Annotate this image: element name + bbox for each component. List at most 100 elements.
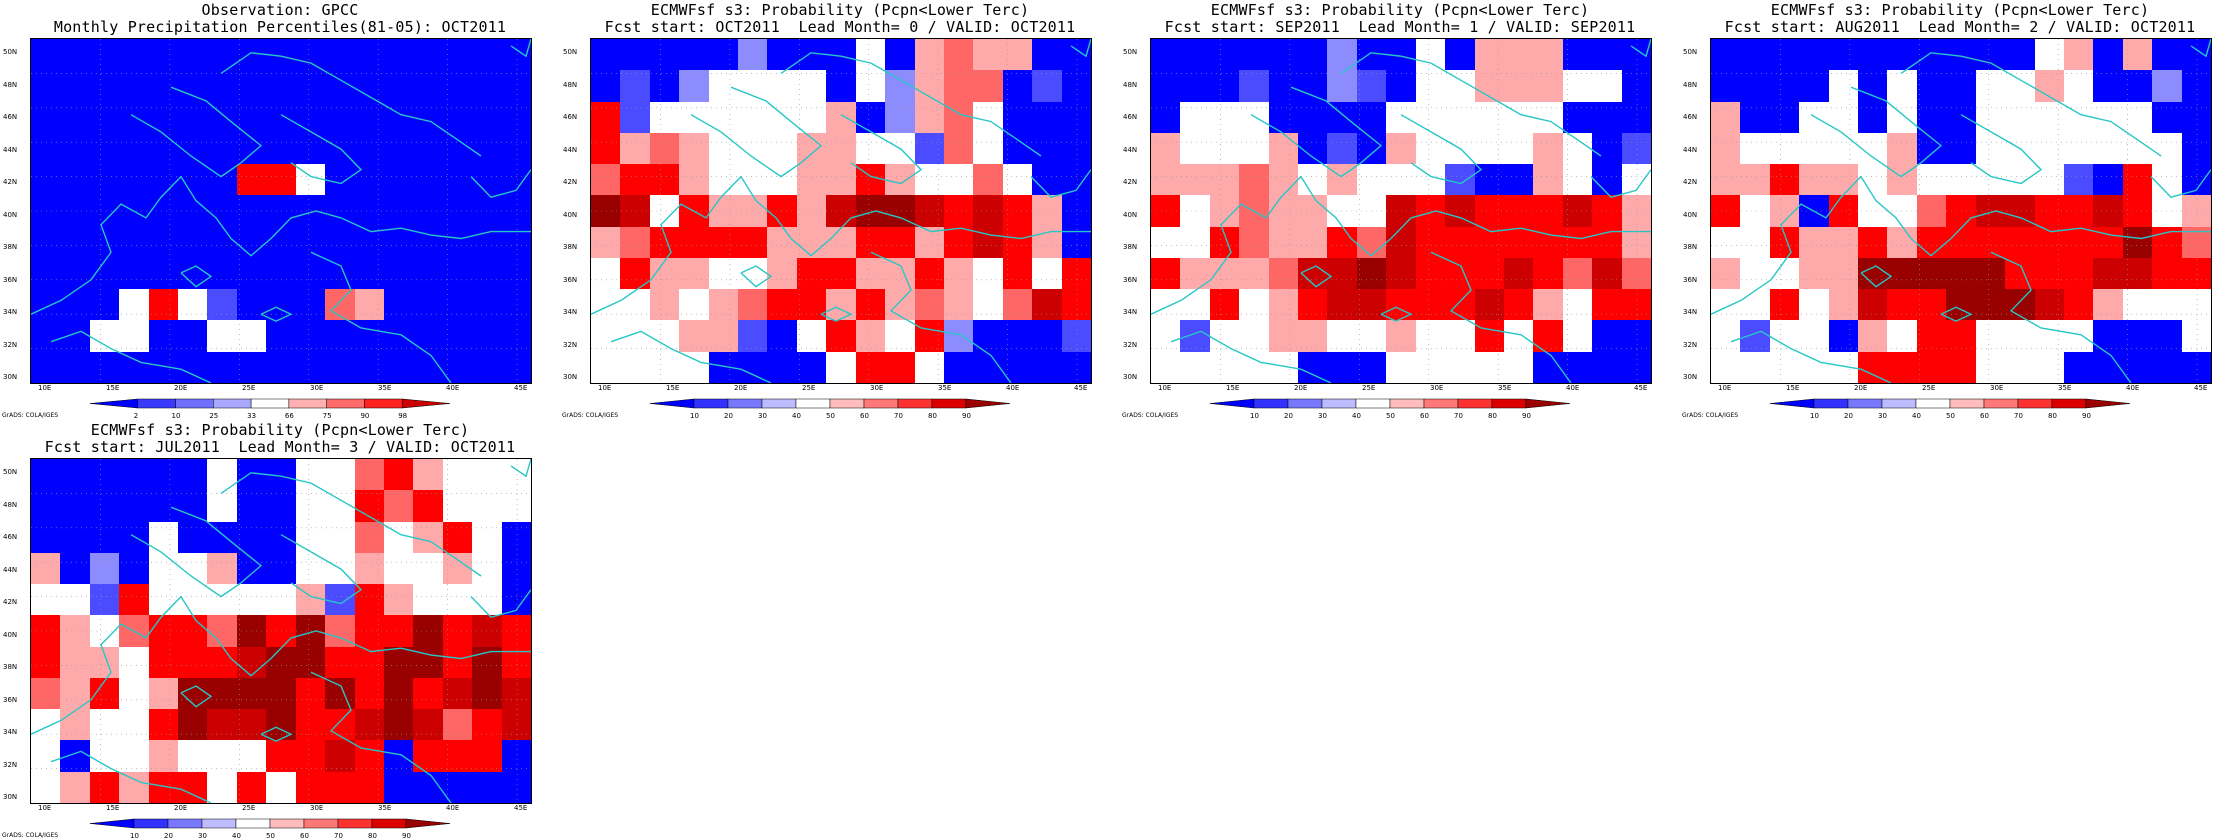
grid-cell (1828, 39, 1859, 71)
colorbar (650, 398, 1010, 409)
grid-cell (413, 195, 444, 228)
grid-cell (1711, 320, 1741, 353)
longitude-label: 35E (1498, 384, 1512, 392)
map-overlay (31, 459, 531, 803)
grid-cell (236, 740, 267, 773)
longitude-label: 25E (802, 384, 816, 392)
grid-cell (1828, 320, 1859, 353)
grid-cell (383, 320, 414, 353)
grid-cell (1621, 70, 1651, 103)
grid-cell (295, 289, 326, 322)
grid-cell (1032, 164, 1063, 196)
colorbar-segment (829, 398, 865, 409)
colorbar-segment (931, 398, 967, 409)
grid-cell (442, 521, 473, 554)
longitude-label: 40E (1566, 384, 1580, 392)
grid-cell (1533, 257, 1564, 290)
grid-cell (1946, 320, 1977, 353)
grid-cell (501, 740, 531, 773)
grid-cell (1445, 39, 1476, 71)
grid-cell (295, 195, 326, 228)
grid-cell (1356, 226, 1387, 259)
grid-cell (89, 132, 120, 165)
colorbar-label: 33 (247, 412, 257, 420)
colorbar-label: 60 (1420, 412, 1429, 420)
latitude-label: 40N (3, 630, 18, 639)
grid-cell (472, 289, 503, 322)
latitude-label: 50N (563, 48, 578, 56)
longitude-label: 15E (1786, 384, 1800, 392)
grid-cell (119, 164, 150, 196)
grid-cell (1769, 351, 1800, 383)
grid-cell (472, 101, 503, 134)
grid-cell (1268, 257, 1299, 290)
grid-cell (60, 101, 91, 134)
grid-cell (472, 459, 503, 491)
grid-cell (1239, 226, 1270, 259)
coastline (180, 265, 213, 288)
grid-cell (148, 709, 179, 742)
grid-cell (649, 101, 680, 134)
grid-cell (1356, 101, 1387, 134)
grid-cell (354, 459, 385, 491)
grid-cell (855, 101, 886, 134)
grid-cell (1592, 289, 1623, 322)
grid-cell (1562, 195, 1593, 228)
latitude-label: 50N (1683, 48, 1698, 56)
panel-title: ECMWFsf s3: Probability (Pcpn<Lower Terc… (1120, 2, 1680, 36)
grid-cell (89, 39, 120, 71)
grid-cell (472, 70, 503, 103)
longitude-label: 10E (38, 384, 52, 392)
grid-cell (885, 320, 916, 353)
grid-cell (591, 164, 621, 196)
grid-cell (1061, 257, 1091, 290)
grid-cell (60, 584, 91, 616)
map-overlay (591, 39, 1091, 383)
grid-cell (1239, 351, 1270, 383)
grid-cell (1858, 320, 1889, 353)
grid-cell (2034, 101, 2065, 134)
grid-cell (826, 257, 857, 290)
grid-cell (207, 70, 238, 103)
colorbar-label: 20 (164, 832, 173, 840)
grid-cell (325, 101, 356, 134)
grid-cell (383, 257, 414, 290)
grid-cell (413, 257, 444, 290)
grid-cell (148, 226, 179, 259)
coastline (780, 52, 1042, 157)
grid-cell (1887, 351, 1918, 383)
grid-cell (295, 257, 326, 290)
grid-cell (178, 70, 209, 103)
panel-title-line-2: Fcst start: AUG2011 Lead Month= 2 / VALI… (1724, 18, 2196, 36)
grid-cell (855, 70, 886, 103)
grid-cell (1386, 257, 1417, 290)
grid-cell (1474, 195, 1505, 228)
grid-cell (1916, 257, 1947, 290)
grid-cell (1415, 257, 1446, 290)
grid-cell (1268, 320, 1299, 353)
grid-cell (1032, 351, 1063, 383)
grid-cell (1503, 70, 1534, 103)
grid-cell (1916, 164, 1947, 196)
grid-cell (413, 771, 444, 803)
grid-cell (1032, 320, 1063, 353)
coastline (1340, 52, 1602, 157)
grid-cell (1828, 132, 1859, 165)
grid-cell (236, 257, 267, 290)
grid-cell (1180, 351, 1211, 383)
grid-cell (2181, 289, 2211, 322)
latitude-label: 42N (1683, 178, 1698, 186)
grid-cell (973, 195, 1004, 228)
grid-cell (1474, 164, 1505, 196)
grid-cell (325, 521, 356, 554)
grid-cell (973, 39, 1004, 71)
grid-cell (31, 39, 61, 71)
grid-cell (1002, 195, 1033, 228)
colorbar-label: 60 (300, 832, 309, 840)
coastline (1590, 169, 1651, 198)
grid-cell (1946, 226, 1977, 259)
colorbar-segment (175, 398, 214, 409)
colorbar-label: 2 (133, 412, 139, 420)
grid-cell (1533, 101, 1564, 134)
grid-cell (1061, 70, 1091, 103)
